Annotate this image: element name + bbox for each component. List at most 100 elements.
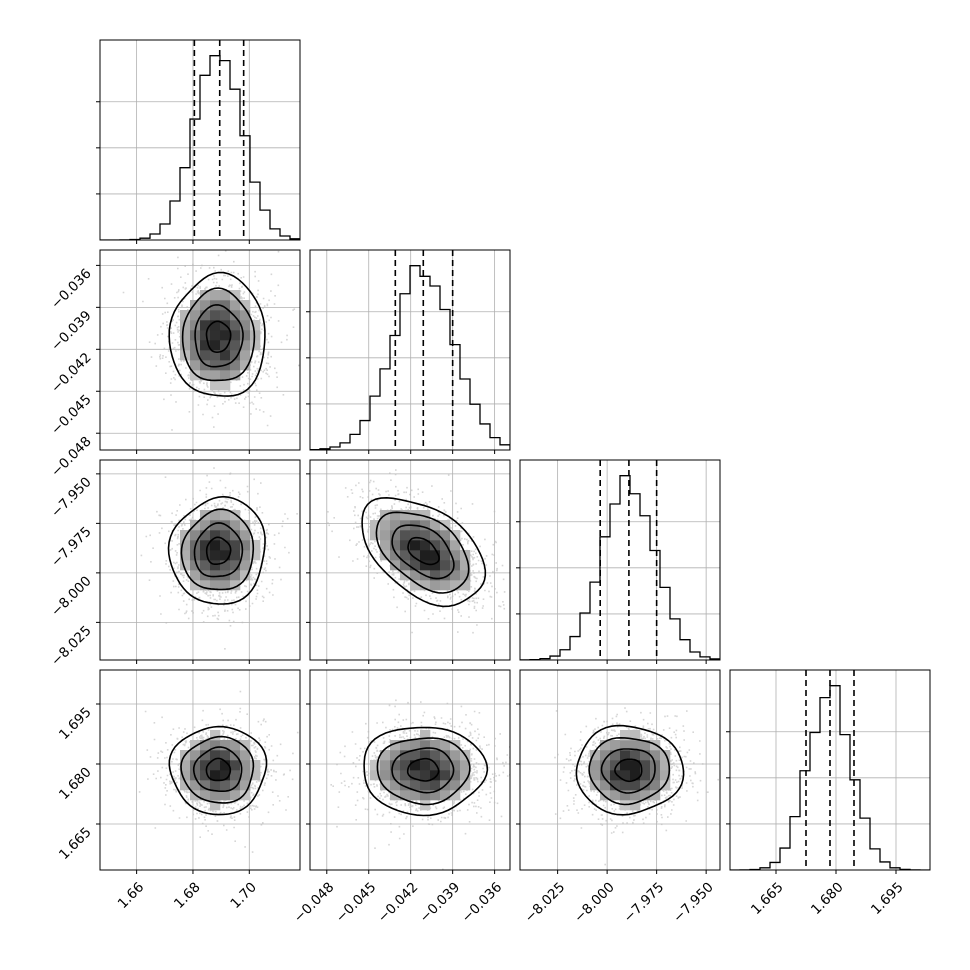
x-tick-label: 1.70 (227, 879, 260, 912)
y-tick-label: −0.039 (48, 308, 95, 355)
scatter-panel-3-1 (306, 669, 511, 874)
density-cell (200, 300, 211, 311)
density-cell (200, 350, 211, 361)
contour-2 (375, 511, 470, 594)
density-cell (250, 770, 261, 781)
x-tick-label: −8.000 (571, 879, 618, 926)
density-cell (220, 530, 231, 541)
density-cell (250, 540, 261, 551)
y-tick-label: −0.042 (48, 350, 95, 397)
density-cell (600, 780, 611, 791)
density-cell (410, 530, 421, 541)
density-cell (420, 770, 431, 781)
density-cell (420, 580, 431, 591)
density-cell (240, 570, 251, 581)
density-cell (220, 330, 231, 341)
y-tick-label: −0.045 (48, 392, 95, 439)
density-cell (190, 570, 201, 581)
contour-3 (363, 726, 489, 817)
density-cell (370, 760, 381, 771)
density-cell (210, 580, 221, 591)
density-cell (210, 340, 221, 351)
density-cell (190, 300, 201, 311)
panel-frame (309, 459, 511, 661)
density-cell (210, 530, 221, 541)
density-cell (390, 750, 401, 761)
density-cell (620, 770, 631, 781)
density-cell (450, 570, 461, 581)
density-cell (590, 770, 601, 781)
density-cell (380, 530, 391, 541)
x-tick-label: 1.695 (868, 879, 907, 918)
density-cell (640, 750, 651, 761)
density-cell (230, 320, 241, 331)
contour-3 (168, 725, 268, 816)
density-cell (190, 320, 201, 331)
density-cell (220, 790, 231, 801)
density-cell (200, 290, 211, 301)
density-cell (430, 770, 441, 781)
density-cell (220, 300, 231, 311)
density-cell (230, 300, 241, 311)
y-tick-label: 1.680 (56, 764, 95, 803)
density-cell (230, 360, 241, 371)
density-cell (210, 790, 221, 801)
density-cell (390, 740, 401, 751)
density-cell (450, 550, 461, 561)
density-cell (610, 760, 621, 771)
density-group (122, 250, 300, 431)
density-cell (440, 520, 451, 531)
density-cell (250, 320, 261, 331)
density-cell (380, 520, 391, 531)
scatter-panel-2-1 (306, 459, 511, 664)
density-cell (240, 770, 251, 781)
density-cell (390, 760, 401, 771)
density-cell (210, 760, 221, 771)
density-cell (410, 770, 421, 781)
density-cell (380, 760, 391, 771)
density-cell (240, 530, 251, 541)
density-cell (180, 780, 191, 791)
density-cell (430, 790, 441, 801)
contour-2 (180, 735, 255, 804)
density-cell (240, 340, 251, 351)
scatter-points (122, 250, 300, 431)
density-cell (220, 510, 231, 521)
density-cell (400, 740, 411, 751)
density-cell (230, 330, 241, 341)
density-cell (640, 790, 651, 801)
density-cell (440, 740, 451, 751)
density-cell (210, 560, 221, 571)
histogram-panel-1 (306, 249, 511, 454)
density-cell (200, 740, 211, 751)
density-cell (240, 790, 251, 801)
density-cell (200, 530, 211, 541)
density-cell (390, 520, 401, 531)
density-cell (200, 320, 211, 331)
density-cell (240, 780, 251, 791)
density-cell (190, 750, 201, 761)
y-tick-label: 1.695 (56, 704, 95, 743)
scatter-points (330, 699, 510, 870)
density-cell (410, 740, 421, 751)
y-tick-label: −7.975 (48, 524, 95, 571)
density-cell (370, 520, 381, 531)
density-cell (200, 780, 211, 791)
x-tick-label: −7.975 (621, 879, 668, 926)
contour-2 (588, 736, 671, 806)
density-cell (220, 770, 231, 781)
density-cell (420, 550, 431, 561)
scatter-points (554, 707, 719, 866)
density-cell (200, 370, 211, 381)
density-cell (240, 360, 251, 371)
density-cell (460, 760, 471, 771)
density-cell (210, 550, 221, 561)
y-tick-label: −0.048 (48, 434, 95, 481)
density-cell (230, 540, 241, 551)
density-cell (400, 760, 411, 771)
density-cell (210, 510, 221, 521)
panel-frame (99, 669, 301, 871)
density-cell (390, 510, 401, 521)
density-cell (370, 770, 381, 781)
density-cell (390, 770, 401, 781)
